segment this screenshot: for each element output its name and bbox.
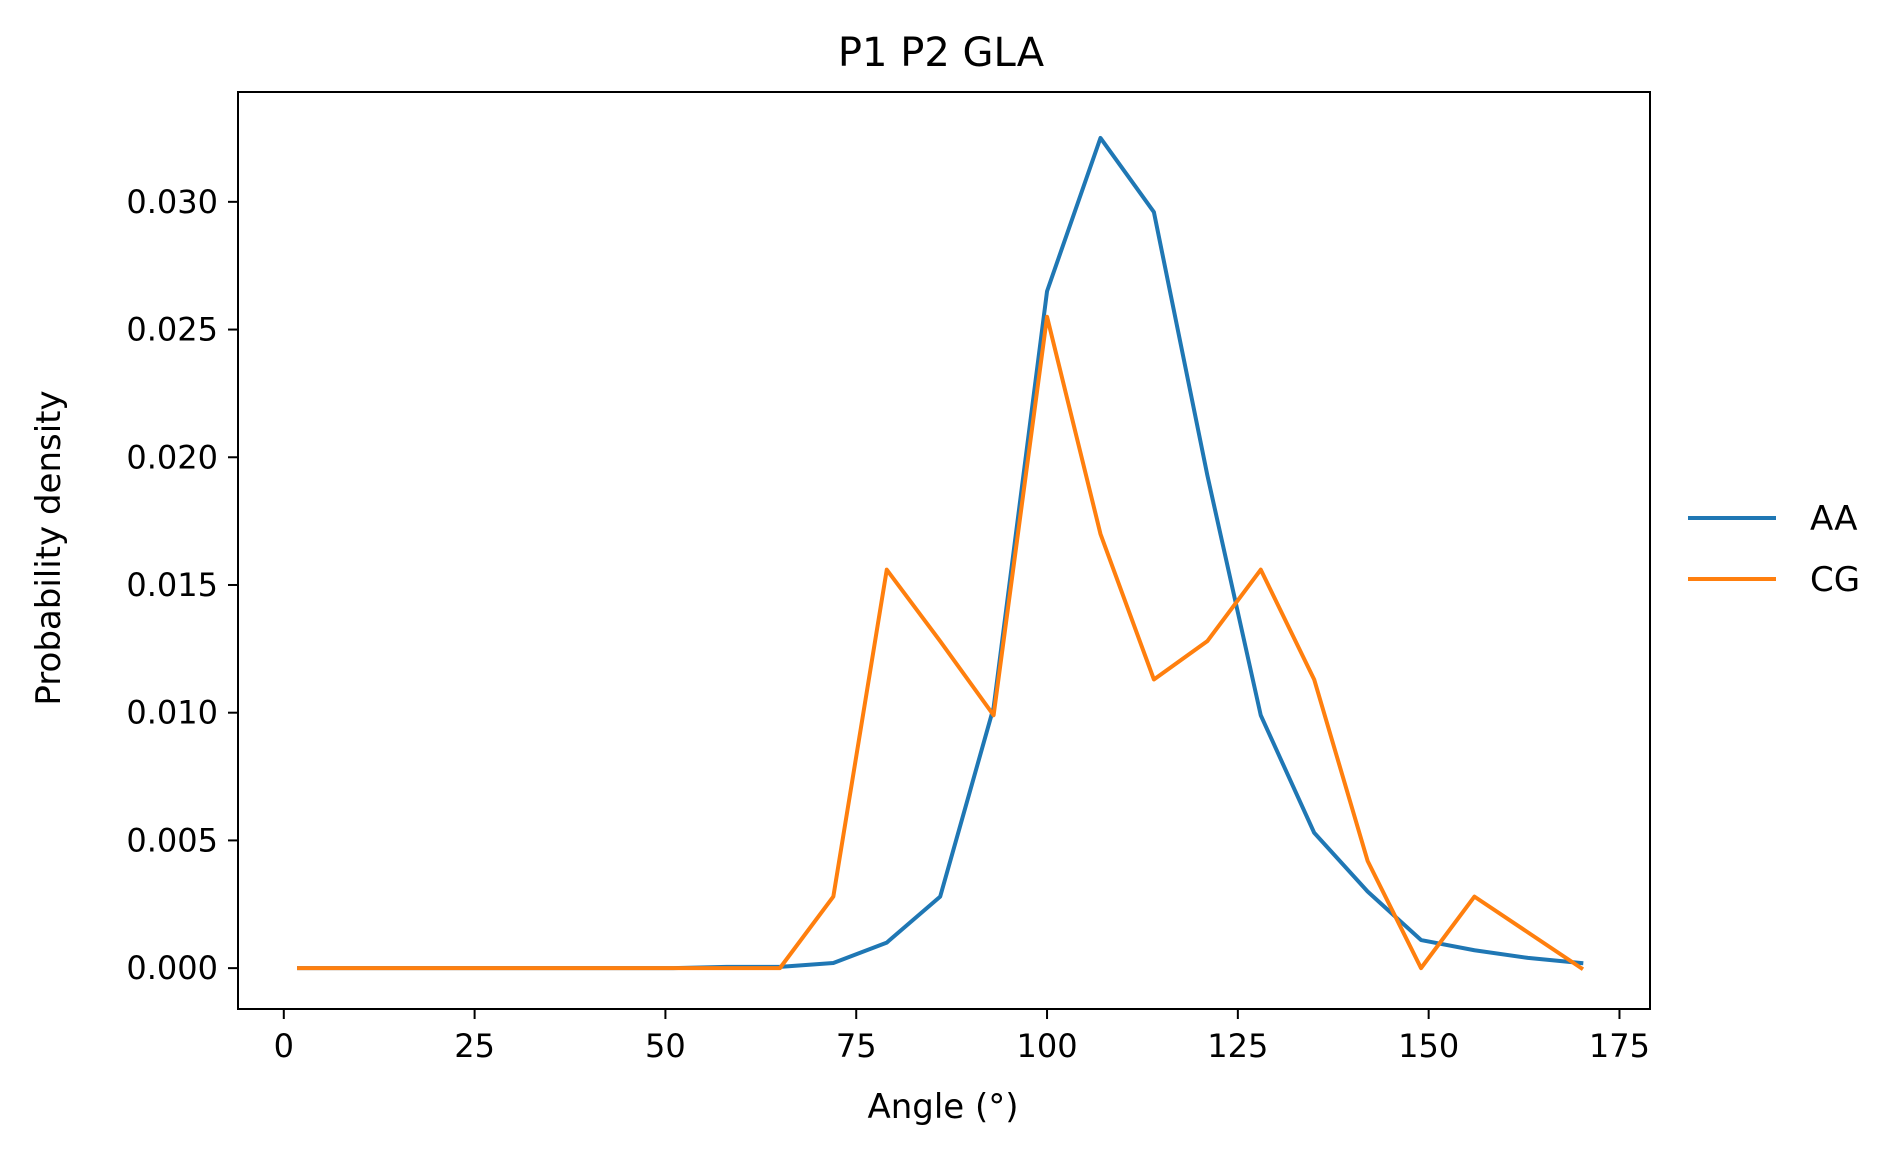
- x-axis-label: Angle (°): [867, 1087, 1018, 1127]
- legend-label-cg: CG: [1810, 560, 1860, 600]
- x-tick-label: 50: [645, 1027, 686, 1065]
- x-tick-label: 0: [274, 1027, 294, 1065]
- y-tick-label: 0.005: [126, 821, 218, 859]
- y-tick-label: 0.030: [126, 183, 218, 221]
- y-axis: 0.000 0.005 0.010 0.015 0.020 0.025 0.030: [126, 183, 238, 987]
- y-axis-label: Probability density: [29, 390, 69, 705]
- legend: AA CG: [1688, 499, 1860, 600]
- y-tick-label: 0.010: [126, 694, 218, 732]
- legend-label-aa: AA: [1810, 499, 1857, 539]
- x-axis: 0 25 50 75 100 125 150 175: [274, 1009, 1650, 1065]
- x-tick-label: 100: [1016, 1027, 1077, 1065]
- y-tick-label: 0.000: [126, 949, 218, 987]
- x-tick-label: 75: [836, 1027, 877, 1065]
- chart-title: P1 P2 GLA: [838, 30, 1045, 76]
- x-tick-label: 25: [454, 1027, 495, 1065]
- x-tick-label: 175: [1589, 1027, 1650, 1065]
- series-line-cg: [297, 314, 1585, 971]
- y-tick-label: 0.020: [126, 438, 218, 476]
- plot-lines: [297, 135, 1585, 971]
- y-tick-label: 0.015: [126, 566, 218, 604]
- x-tick-label: 125: [1207, 1027, 1268, 1065]
- y-tick-label: 0.025: [126, 311, 218, 349]
- plot-frame: [237, 91, 1651, 1010]
- x-tick-label: 150: [1398, 1027, 1459, 1065]
